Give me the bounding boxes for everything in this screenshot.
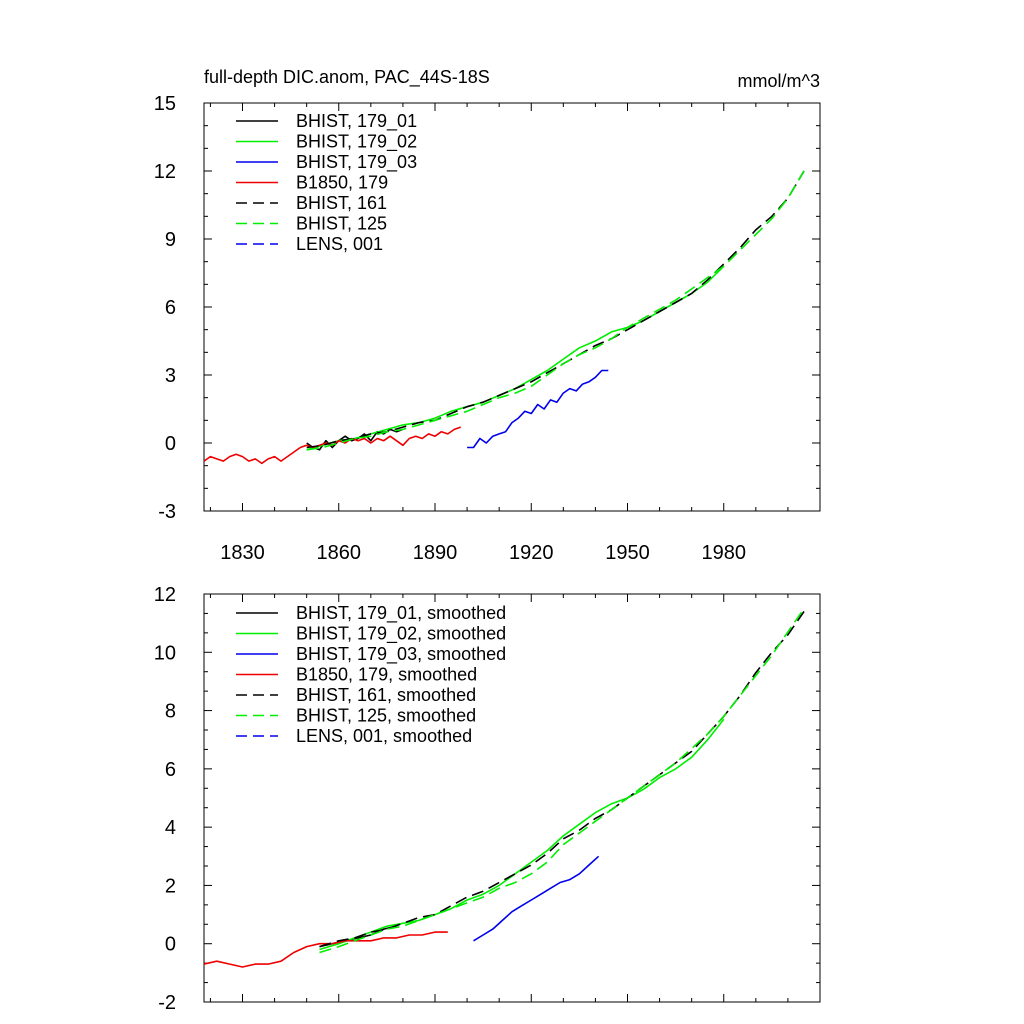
series-line-2 — [473, 855, 600, 942]
y-tick-label: 3 — [165, 365, 176, 387]
series-line-1 — [319, 718, 725, 951]
series-line-5 — [319, 608, 805, 954]
plot-frame — [203, 593, 821, 1003]
top-panel-units: mmol/m^3 — [738, 71, 820, 91]
y-tick-label: 12 — [154, 161, 176, 183]
y-tick-label: 6 — [165, 297, 176, 319]
legend-label: BHIST, 179_01, smoothed — [296, 603, 506, 624]
series-line-3 — [204, 931, 448, 968]
y-tick-label: -3 — [158, 501, 176, 523]
x-tick-label: 1860 — [317, 542, 362, 564]
legend-label: B1850, 179, smoothed — [296, 665, 477, 685]
legend-label: BHIST, 179_03 — [296, 152, 417, 173]
y-tick-label: 2 — [165, 875, 176, 897]
legend-label: BHIST, 161, smoothed — [296, 685, 476, 705]
x-tick-label: 1890 — [413, 542, 458, 564]
series-line-5 — [306, 170, 805, 451]
top-panel-title: full-depth DIC.anom, PAC_44S-18S — [204, 67, 490, 88]
top-panel: full-depth DIC.anom, PAC_44S-18S mmol/m^… — [154, 67, 821, 564]
legend-label: BHIST, 125, smoothed — [296, 706, 476, 726]
y-tick-label: 0 — [165, 433, 176, 455]
y-tick-label: 10 — [154, 642, 176, 664]
y-tick-label: 4 — [165, 817, 176, 839]
y-tick-label: 6 — [165, 759, 176, 781]
legend-label: BHIST, 179_03, smoothed — [296, 644, 506, 665]
series-line-1 — [306, 265, 725, 451]
legend-label: BHIST, 125 — [296, 214, 387, 234]
legend-label: BHIST, 161 — [296, 193, 387, 213]
y-tick-label: 12 — [154, 584, 176, 606]
x-tick-label: 1980 — [702, 542, 747, 564]
series-line-2 — [467, 369, 609, 449]
y-tick-label: -2 — [158, 992, 176, 1014]
series-line-4 — [306, 170, 805, 449]
y-tick-label: 9 — [165, 229, 176, 251]
y-tick-label: 15 — [154, 93, 176, 115]
legend-label: BHIST, 179_01 — [296, 111, 417, 132]
legend-label: BHIST, 179_02 — [296, 132, 417, 153]
legend-label: LENS, 001 — [296, 234, 383, 254]
x-tick-label: 1920 — [509, 542, 554, 564]
legend-label: B1850, 179 — [296, 173, 388, 193]
y-tick-label: 8 — [165, 701, 176, 723]
x-tick-label: 1950 — [605, 542, 650, 564]
x-tick-label: 1830 — [220, 542, 265, 564]
legend-label: BHIST, 179_02, smoothed — [296, 624, 506, 645]
legend-label: LENS, 001, smoothed — [296, 726, 472, 746]
y-tick-label: 0 — [165, 934, 176, 956]
